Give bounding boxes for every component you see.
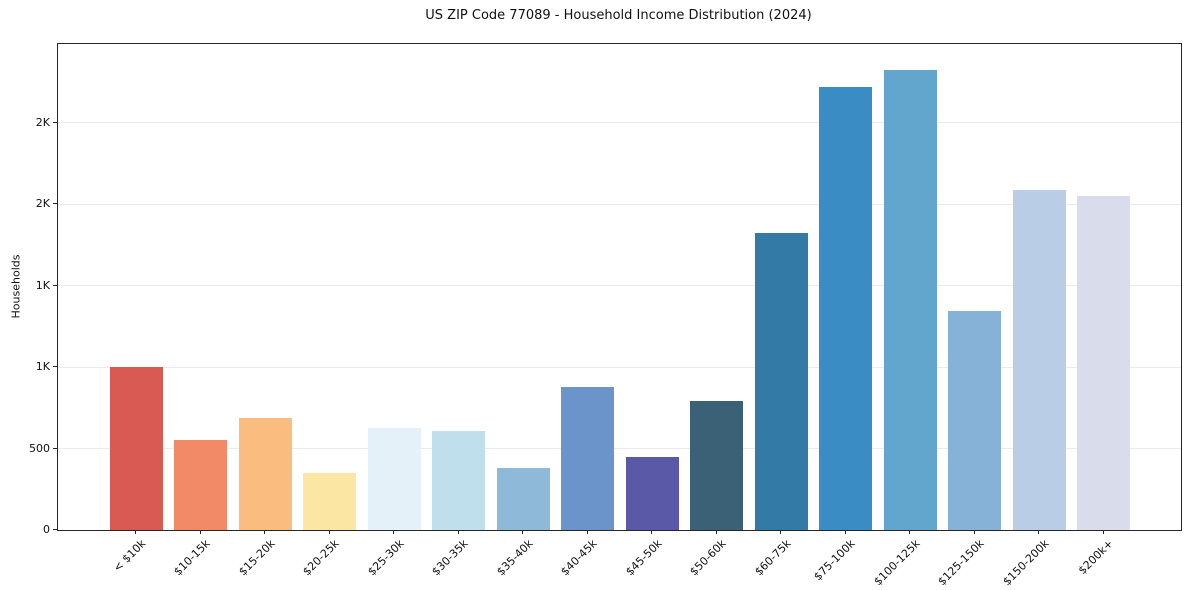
x-tick-mark: [715, 530, 717, 534]
y-tick-label: 1K: [35, 278, 50, 292]
bar-15-20k: [238, 417, 292, 530]
bar-20-25k: [303, 472, 356, 530]
bar-100-125k: [883, 69, 937, 530]
x-tick-label: $50-60k: [687, 537, 729, 579]
bar-75-100k: [819, 86, 872, 530]
bar-40-45k: [561, 387, 614, 530]
gridline-y-1500: [58, 285, 1181, 287]
x-tick-mark: [651, 530, 652, 534]
bar-35-40k: [496, 468, 550, 530]
x-tick-label: $150-200k: [1000, 537, 1052, 589]
y-tick-mark: [53, 529, 57, 530]
y-tick-mark: [53, 203, 57, 205]
bar-10-15k: [174, 440, 227, 530]
y-tick-label: 500: [29, 441, 50, 455]
x-tick-mark: [393, 530, 394, 534]
y-tick-label: 2K: [35, 197, 50, 211]
bar-25-30k: [367, 428, 421, 530]
x-tick-label: $40-45k: [558, 537, 600, 579]
y-tick-label: 2K: [35, 115, 50, 129]
bar-10k: [109, 367, 163, 530]
x-tick-mark: [909, 530, 910, 534]
x-tick-mark: [1102, 530, 1104, 534]
x-tick-mark: [844, 530, 846, 534]
x-tick-mark: [328, 530, 330, 534]
x-tick-mark: [457, 530, 459, 534]
x-tick-label: $35-40k: [493, 537, 536, 579]
x-tick-label: $75-100k: [811, 537, 858, 584]
y-tick-mark: [53, 366, 57, 368]
x-tick-mark: [973, 530, 975, 534]
x-tick-label: $20-25k: [300, 537, 342, 579]
gridline-y-2500: [58, 122, 1181, 124]
x-tick-mark: [135, 530, 136, 534]
plot-area: [57, 43, 1182, 531]
bar-30-35k: [432, 430, 485, 530]
bar-50-60k: [690, 401, 743, 530]
x-tick-label: $25-30k: [364, 537, 407, 579]
x-tick-mark: [780, 530, 781, 534]
x-tick-mark: [522, 530, 523, 534]
y-tick-mark: [53, 284, 57, 286]
x-tick-mark: [586, 530, 588, 534]
y-tick-mark: [53, 121, 57, 123]
x-tick-mark: [199, 530, 201, 534]
x-tick-mark: [264, 530, 265, 534]
x-tick-label: < $10k: [110, 537, 149, 575]
x-tick-label: $15-20k: [235, 537, 278, 579]
x-tick-label: $10-15k: [171, 537, 213, 579]
x-tick-label: $60-75k: [751, 537, 794, 579]
bar-60-75k: [754, 233, 808, 530]
bar-45-50k: [625, 456, 679, 530]
bar-200k: [1077, 195, 1130, 530]
y-tick-label: 0: [43, 523, 50, 536]
gridline-y-2000: [58, 203, 1181, 205]
x-tick-label: $45-50k: [622, 537, 665, 579]
x-tick-mark: [1038, 530, 1039, 534]
chart-title: US ZIP Code 77089 - Household Income Dis…: [425, 8, 812, 23]
x-tick-label: $125-150k: [935, 537, 987, 589]
x-tick-label: $30-35k: [429, 537, 471, 579]
x-tick-label: $100-125k: [871, 537, 923, 589]
bar-150-200k: [1012, 190, 1066, 530]
gridline-y-500: [58, 448, 1181, 449]
x-tick-label: $200k+: [1075, 537, 1116, 578]
y-tick-mark: [53, 447, 57, 449]
bar-125-150k: [948, 310, 1001, 530]
y-tick-label: 1K: [35, 360, 50, 374]
gridline-y-1000: [58, 366, 1181, 368]
